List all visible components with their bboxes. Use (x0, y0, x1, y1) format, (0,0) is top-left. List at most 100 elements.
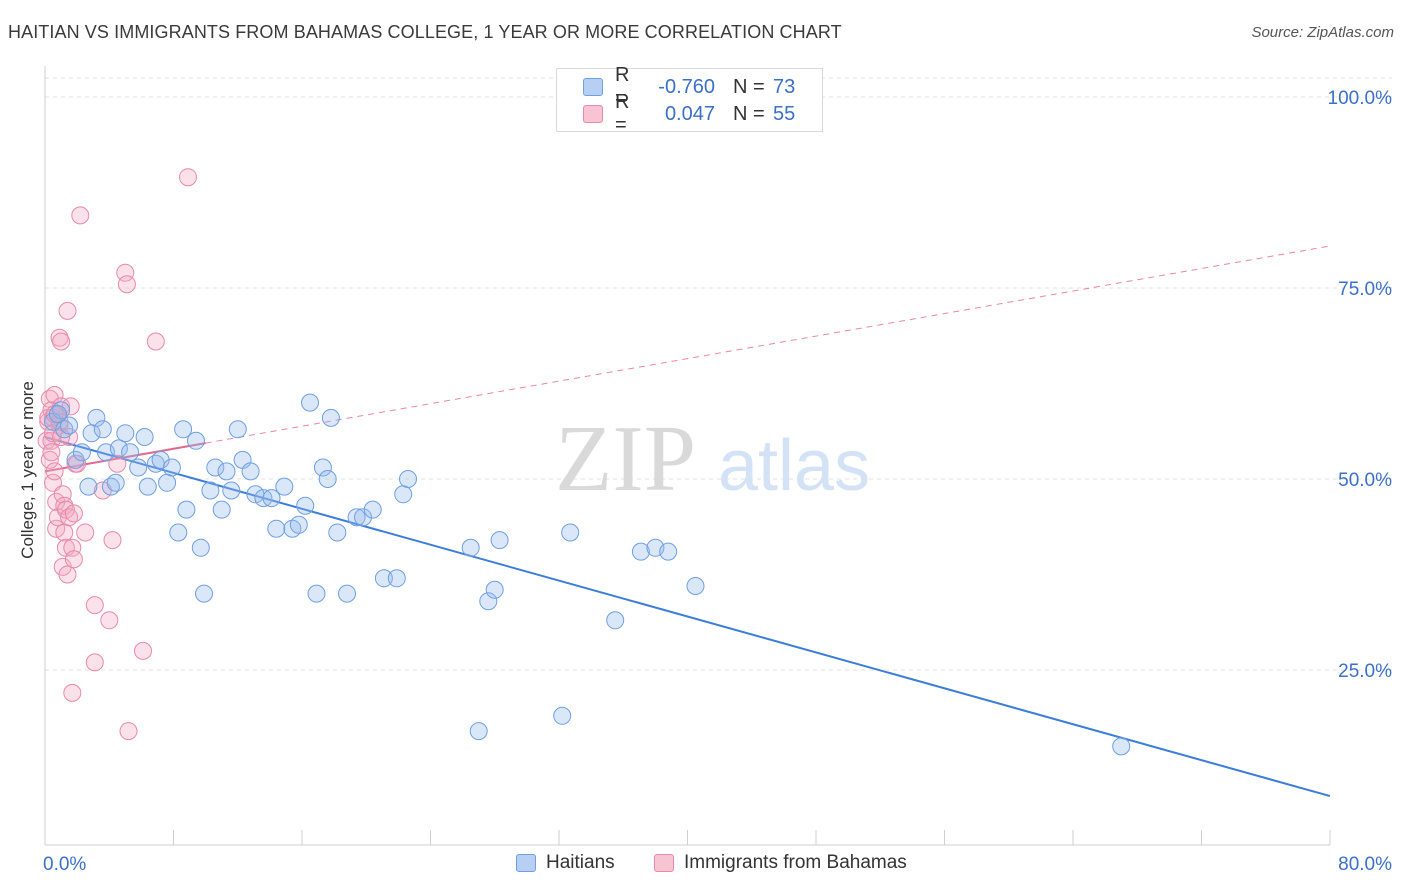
haitian-point (60, 416, 79, 435)
y-tick-label: 100.0% (1328, 88, 1393, 109)
haitian-point (138, 477, 157, 496)
legend-n-value: 55 (773, 102, 796, 125)
haitian-point (321, 408, 340, 427)
haitian-point (347, 508, 366, 527)
haitian-point (169, 523, 188, 542)
y-axis-label: College, 1 year or more (18, 381, 37, 559)
haitian-point (1112, 737, 1131, 756)
bahamas-point (55, 523, 74, 542)
bahamas-point (85, 653, 104, 672)
haitian-point (318, 470, 337, 488)
haitian-point (338, 584, 356, 603)
legend-n-value: 73 (773, 75, 796, 98)
haitian-point (93, 420, 112, 439)
haitian-point (307, 584, 326, 603)
watermark-atlas: atlas (718, 426, 870, 506)
legend-swatch-haitians (583, 78, 603, 96)
haitian-point (262, 489, 281, 508)
haitian-point (631, 542, 650, 561)
haitian-point (469, 722, 488, 741)
bahamas-point (117, 275, 136, 294)
legend-r-value: -0.760 (658, 75, 715, 98)
bahamas-point (100, 611, 119, 630)
source-credit: Source: ZipAtlas.com (1251, 24, 1394, 41)
haitian-point (158, 473, 177, 492)
haitian-point (553, 706, 572, 725)
legend-item-haitians[interactable]: Haitians (516, 852, 615, 874)
haitian-point (222, 481, 241, 500)
grid-lines (45, 77, 1392, 671)
legend-r-label: R = (615, 91, 630, 136)
bahamas-point (103, 531, 122, 550)
bahamas-trend-line (44, 442, 206, 473)
haitian-point (479, 592, 498, 611)
haitian-point (87, 408, 106, 427)
bahamas-point (53, 485, 72, 504)
haitian-point (289, 515, 308, 534)
haitian-point (121, 443, 140, 462)
legend-swatch-bahamas (654, 854, 674, 872)
haitian-point (174, 420, 193, 439)
haitian-point (212, 500, 231, 519)
series-legend: Haitians Immigrants from Bahamas (0, 852, 1406, 878)
y-tick-label: 50.0% (1338, 470, 1392, 491)
haitian-point (267, 519, 286, 538)
bahamas-point (52, 332, 71, 351)
bahamas-point (63, 683, 82, 702)
haitian-point (162, 458, 181, 477)
haitian-point (328, 523, 347, 542)
haitian-point (399, 470, 417, 488)
haitian-point (177, 500, 196, 519)
legend-label-haitians: Haitians (546, 852, 615, 873)
chart-title: HAITIAN VS IMMIGRANTS FROM BAHAMAS COLLE… (8, 22, 842, 42)
bahamas-point (116, 263, 135, 282)
haitian-point (79, 477, 98, 496)
haitian-point (191, 538, 210, 557)
haitian-point (374, 569, 393, 588)
y-tick-label: 25.0% (1338, 661, 1392, 682)
x-tick-label: 0.0% (43, 854, 86, 875)
legend-n-label: N = (733, 102, 765, 125)
legend-r-value: 0.047 (664, 102, 715, 125)
y-tick-label: 75.0% (1338, 279, 1392, 300)
haitian-point (387, 569, 406, 588)
legend-label-bahamas: Immigrants from Bahamas (684, 852, 907, 873)
haitian-point (129, 458, 148, 477)
stats-legend: R = -0.760 N = 73 R = 0.047 N = 55 (556, 64, 823, 136)
bahamas-point (71, 206, 90, 225)
bahamas-point (64, 504, 83, 523)
haitian-point (195, 584, 213, 603)
haitian-trend-line (44, 436, 1331, 798)
watermark-zip: ZIP (555, 407, 696, 511)
haitian-point (116, 424, 135, 443)
legend-swatch-haitians (516, 854, 536, 872)
haitian-point (187, 431, 205, 450)
bahamas-point (64, 550, 83, 569)
bahamas-point (134, 641, 152, 660)
legend-r-label: R = (615, 64, 630, 109)
haitian-point (217, 462, 236, 481)
bahamas-point (119, 722, 138, 741)
haitian-point (394, 485, 413, 504)
bahamas-point (63, 538, 82, 557)
bahamas-point (44, 473, 62, 492)
haitian-point (606, 611, 625, 630)
data-points (37, 168, 1131, 756)
haitian-point (66, 450, 85, 469)
haitian-point (313, 458, 332, 477)
haitian-point (206, 458, 225, 477)
legend-item-bahamas[interactable]: Immigrants from Bahamas (654, 852, 907, 874)
haitian-point (301, 393, 319, 412)
bahamas-point (85, 596, 104, 615)
bahamas-point (58, 565, 77, 584)
haitian-point (109, 439, 128, 458)
bahamas-point (42, 443, 61, 462)
x-tick-label: 80.0% (1338, 854, 1392, 875)
haitian-point (296, 496, 315, 515)
bahamas-point (45, 462, 64, 481)
haitian-point (106, 473, 125, 492)
haitian-point (228, 420, 247, 439)
haitian-point (363, 500, 382, 519)
legend-swatch-bahamas (583, 105, 603, 123)
